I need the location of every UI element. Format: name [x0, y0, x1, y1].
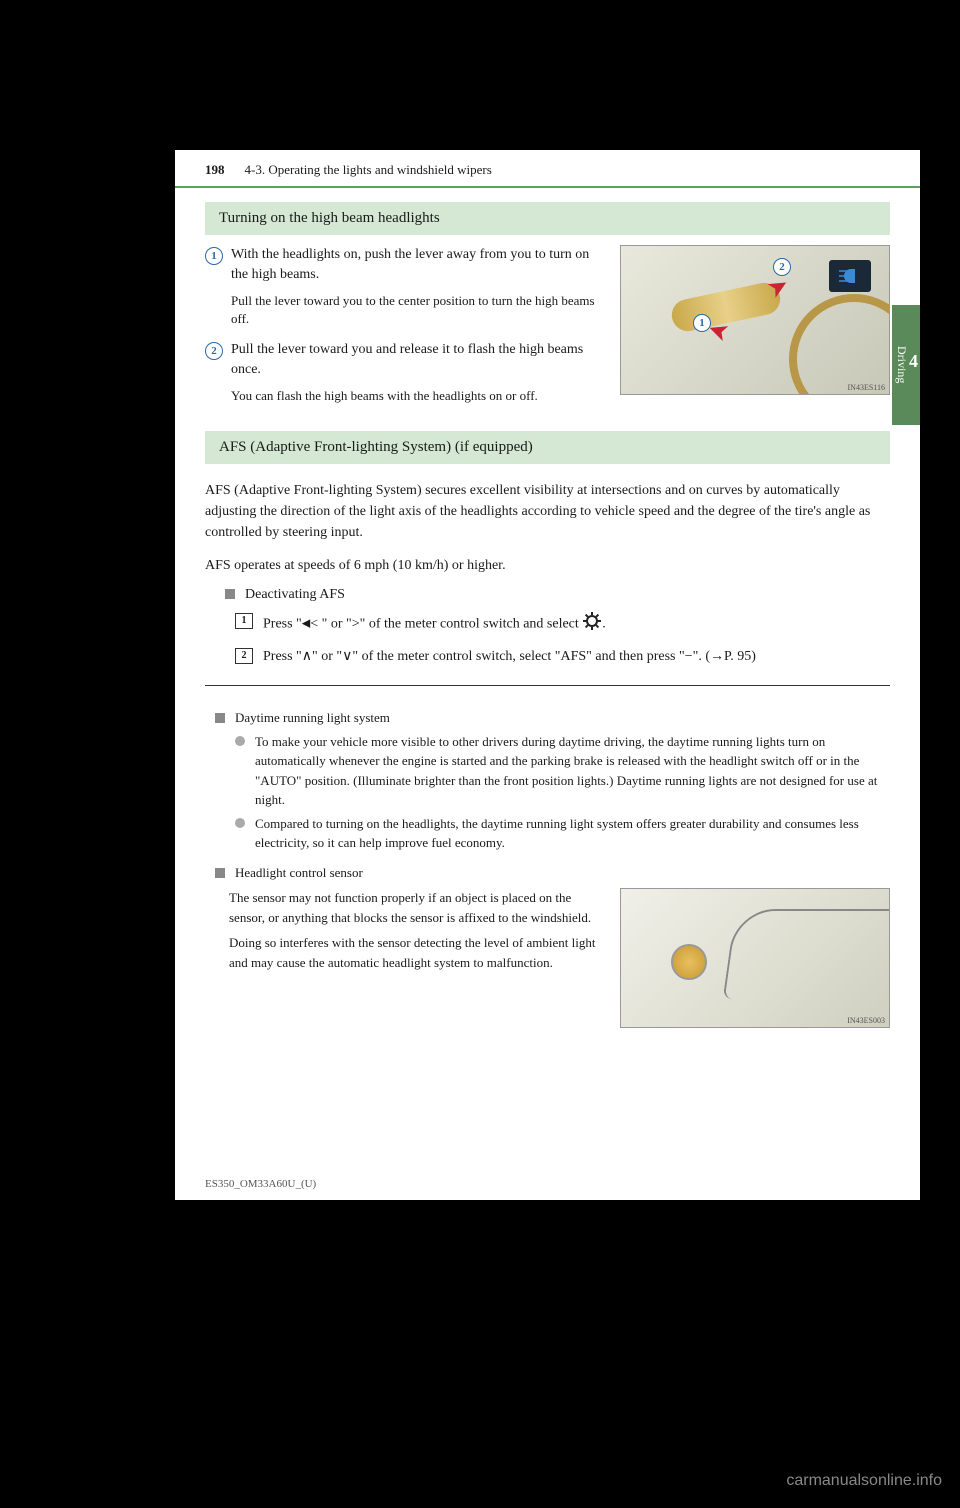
- side-tab: 4 Driving: [892, 305, 920, 425]
- afs-step-1-text: Press "◀< " or ">" of the meter control …: [263, 611, 606, 638]
- green-divider: [175, 186, 920, 188]
- deactivate-afs-heading: Deactivating AFS: [175, 582, 920, 607]
- drl-bullet-2-text: Compared to turning on the headlights, t…: [255, 814, 890, 853]
- steering-wheel-graphic: [789, 294, 890, 395]
- step-2: 2 Pull the lever toward you and release …: [205, 340, 602, 381]
- image-tag-1: IN43ES116: [848, 383, 885, 392]
- image-tag-2: IN43ES003: [847, 1016, 885, 1025]
- step-1-subtext: Pull the lever toward you to the center …: [231, 292, 602, 328]
- step-2-subtext: You can flash the high beams with the he…: [231, 387, 602, 405]
- square-bullet-icon: [215, 713, 225, 723]
- circle-bullet-icon: [235, 818, 245, 828]
- sensor-para-2: Doing so interferes with the sensor dete…: [229, 933, 602, 972]
- circle-bullet-icon: [235, 736, 245, 746]
- square-bullet-icon: [225, 589, 235, 599]
- step-1-text: With the headlights on, push the lever a…: [231, 245, 602, 286]
- step-box-1-icon: 1: [235, 613, 253, 629]
- page-number: 198: [205, 162, 225, 178]
- sensor-row: The sensor may not function properly if …: [175, 884, 920, 1032]
- section-heading-afs: AFS (Adaptive Front-lighting System) (if…: [205, 431, 890, 464]
- afs-step-1: 1 Press "◀< " or ">" of the meter contro…: [175, 607, 920, 642]
- side-tab-label: Driving: [894, 346, 909, 383]
- drl-bullet-1: To make your vehicle more visible to oth…: [175, 730, 920, 812]
- highbeam-text-col: 1 With the headlights on, push the lever…: [205, 245, 602, 417]
- sensor-para-1: The sensor may not function properly if …: [229, 888, 602, 927]
- sensor-heading: Headlight control sensor: [175, 855, 920, 885]
- highbeam-row: 1 With the headlights on, push the lever…: [175, 245, 920, 417]
- afs-step-2: 2 Press "∧" or "∨" of the meter control …: [175, 642, 920, 671]
- step-2-text: Pull the lever toward you and release it…: [231, 340, 602, 381]
- horizontal-rule: [205, 685, 890, 687]
- highbeam-illustration: 1 2 ➤ ➤ IN43ES116: [620, 245, 890, 395]
- drl-bullet-2: Compared to turning on the headlights, t…: [175, 812, 920, 855]
- sensor-text-col: The sensor may not function properly if …: [205, 888, 602, 1028]
- manual-page: 4 Driving 198 4-3. Operating the lights …: [175, 150, 920, 1200]
- drl-bullet-1-text: To make your vehicle more visible to oth…: [255, 732, 890, 810]
- page-header: 198 4-3. Operating the lights and windsh…: [175, 150, 920, 186]
- sensor-dot-graphic: [671, 944, 707, 980]
- gear-icon: [582, 611, 602, 638]
- circle-2-icon: 2: [205, 342, 223, 360]
- triangle-left-icon: ◀: [302, 617, 310, 629]
- highbeam-indicator-icon: [829, 260, 871, 292]
- step-1: 1 With the headlights on, push the lever…: [205, 245, 602, 286]
- car-outline-graphic: [723, 909, 890, 999]
- sensor-illustration: IN43ES003: [620, 888, 890, 1028]
- drl-heading-text: Daytime running light system: [235, 708, 390, 728]
- deactivate-afs-label: Deactivating AFS: [245, 584, 345, 605]
- chapter-label: 4-3. Operating the lights and windshield…: [245, 162, 492, 178]
- step-box-2-icon: 2: [235, 648, 253, 664]
- circle-1-icon: 1: [205, 247, 223, 265]
- side-tab-number: 4: [909, 351, 918, 372]
- afs-operates: AFS operates at speeds of 6 mph (10 km/h…: [175, 549, 920, 582]
- section-heading-highbeam: Turning on the high beam headlights: [205, 202, 890, 235]
- afs-description: AFS (Adaptive Front-lighting System) sec…: [175, 474, 920, 549]
- drl-heading: Daytime running light system: [175, 700, 920, 730]
- sensor-heading-text: Headlight control sensor: [235, 863, 363, 883]
- model-footer: ES350_OM33A60U_(U): [205, 1178, 316, 1190]
- afs-step-2-text: Press "∧" or "∨" of the meter control sw…: [263, 646, 756, 667]
- watermark: carmanualsonline.info: [786, 1472, 942, 1490]
- highbeam-image-col: 1 2 ➤ ➤ IN43ES116: [620, 245, 890, 417]
- square-bullet-icon: [215, 868, 225, 878]
